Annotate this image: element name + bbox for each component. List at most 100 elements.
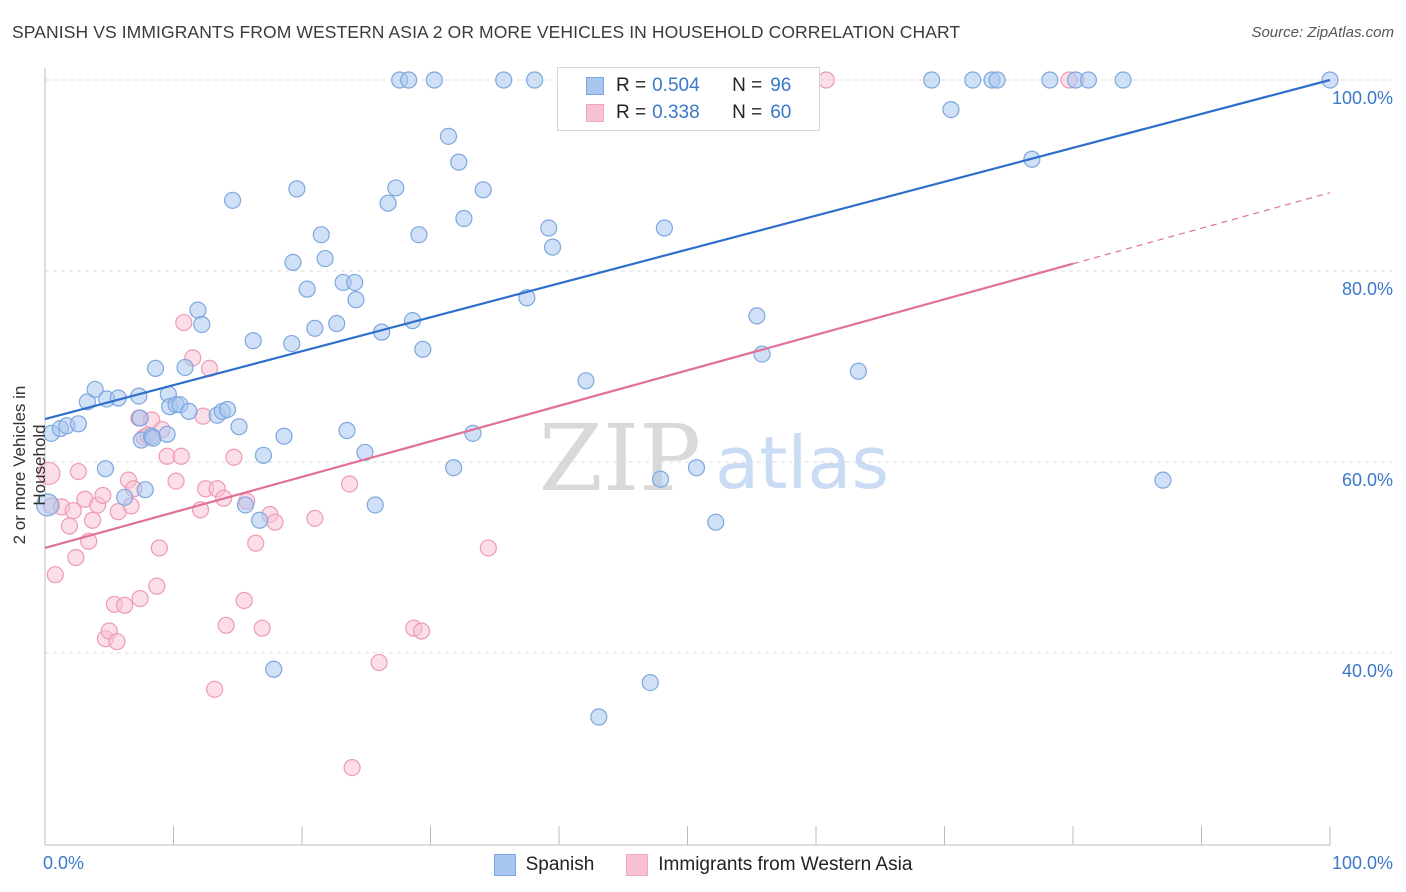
data-point-spanish — [250, 511, 269, 529]
data-point-spanish — [366, 496, 384, 514]
r-value: 0.338 — [652, 102, 700, 123]
data-point-western-asia — [266, 513, 284, 531]
data-point-spanish — [96, 460, 114, 478]
y-tick-labels: 40.0% 60.0% 80.0% 100.0% — [1332, 88, 1393, 681]
legend-item-western-asia[interactable]: Immigrants from Western Asia — [626, 854, 912, 876]
data-point-western-asia — [370, 653, 388, 672]
data-point-spanish — [218, 400, 237, 419]
data-point-spanish — [316, 249, 334, 268]
data-point-spanish — [230, 418, 248, 436]
data-point-western-asia — [46, 566, 64, 584]
data-point-spanish — [849, 362, 868, 380]
data-point-spanish — [748, 307, 766, 325]
spanish-swatch — [586, 77, 604, 95]
data-point-spanish — [641, 674, 659, 692]
data-point-spanish — [651, 470, 670, 488]
data-point-spanish — [347, 291, 365, 309]
data-point-spanish — [284, 253, 302, 272]
data-point-western-asia — [131, 589, 149, 608]
data-point-spanish — [988, 71, 1006, 89]
legend-swatch-spanish — [493, 854, 516, 876]
axes — [44, 68, 1331, 846]
data-point-spanish — [328, 314, 346, 333]
data-point-spanish — [288, 180, 306, 198]
data-point-spanish — [400, 71, 418, 89]
x-tick-label: 0.0% — [43, 853, 84, 873]
data-point-spanish — [942, 101, 960, 119]
data-point-western-asia — [247, 534, 265, 552]
data-point-spanish — [1041, 71, 1059, 89]
data-point-western-asia — [83, 511, 102, 529]
data-point-western-asia — [235, 591, 253, 610]
trend-line-western-asia — [44, 262, 1074, 550]
data-point-western-asia — [225, 448, 243, 466]
n-label: N = — [732, 75, 763, 96]
data-point-spanish — [189, 301, 207, 319]
data-point-spanish — [176, 358, 194, 377]
data-point-western-asia — [116, 596, 134, 614]
trend-lines — [44, 78, 1331, 550]
data-point-spanish — [410, 226, 428, 244]
data-point-spanish — [35, 493, 60, 517]
data-point-spanish — [425, 71, 443, 89]
data-point-western-asia — [817, 71, 835, 89]
data-point-spanish — [414, 340, 432, 358]
data-point-spanish — [1154, 471, 1172, 489]
data-point-spanish — [116, 488, 134, 506]
data-point-spanish — [131, 409, 149, 427]
stats-box: R = 0.504 N = 96 R = 0.338 N = 60 — [557, 67, 820, 131]
data-point-spanish — [193, 315, 211, 334]
data-point-western-asia — [340, 475, 359, 493]
legend-label-spanish: Spanish — [525, 854, 595, 875]
data-point-spanish — [244, 332, 262, 350]
n-label: N = — [732, 102, 763, 123]
data-point-spanish — [1114, 71, 1132, 89]
chart-title: SPANISH VS IMMIGRANTS FROM WESTERN ASIA … — [12, 22, 961, 42]
stats-row-spanish: R = 0.504 N = 96 — [558, 73, 791, 99]
data-point-spanish — [1079, 71, 1098, 89]
data-point-western-asia — [479, 539, 497, 557]
data-point-spanish — [236, 496, 255, 514]
data-point-spanish — [69, 415, 88, 433]
x-tick-labels: 0.0% 100.0% — [43, 853, 1393, 873]
data-point-western-asia — [175, 313, 193, 332]
y-tick-label: 60.0% — [1342, 470, 1393, 490]
data-point-spanish — [136, 481, 154, 499]
data-point-western-asia — [94, 486, 112, 505]
data-point-spanish — [923, 71, 941, 89]
data-point-spanish — [590, 708, 608, 726]
data-point-spanish — [577, 372, 595, 390]
data-point-western-asia — [108, 632, 126, 651]
data-point-spanish — [306, 319, 324, 337]
data-point-spanish — [474, 181, 492, 199]
data-point-western-asia — [167, 472, 185, 490]
data-point-western-asia — [60, 517, 79, 535]
data-point-spanish — [146, 359, 165, 378]
data-point-spanish — [495, 71, 513, 89]
legend-item-spanish[interactable]: Spanish — [493, 854, 595, 876]
data-point-spanish — [964, 71, 982, 89]
legend: Spanish Immigrants from Western Asia — [0, 852, 1406, 878]
legend-swatch-western-asia — [626, 854, 649, 876]
data-point-spanish — [275, 427, 293, 445]
y-axis-title: 2 or more Vehicles in Household — [10, 385, 49, 545]
data-point-western-asia — [217, 616, 235, 634]
n-value: 96 — [770, 75, 792, 96]
data-point-western-asia — [64, 502, 82, 520]
data-point-spanish — [312, 226, 330, 244]
data-point-spanish — [687, 459, 706, 477]
trend-line-spanish — [44, 78, 1331, 421]
data-point-spanish — [445, 459, 463, 477]
r-label: R = — [616, 75, 647, 96]
watermark-zip: ZIP — [539, 405, 701, 512]
n-value: 60 — [770, 102, 792, 123]
data-point-western-asia — [148, 577, 166, 595]
data-point-western-asia — [37, 461, 61, 486]
r-label: R = — [616, 102, 647, 123]
data-point-spanish — [455, 209, 473, 228]
data-point-western-asia — [150, 539, 168, 557]
data-point-western-asia — [306, 509, 324, 527]
watermark-atlas: atlas — [715, 421, 889, 505]
r-value: 0.504 — [652, 75, 700, 96]
data-point-spanish — [254, 446, 273, 464]
